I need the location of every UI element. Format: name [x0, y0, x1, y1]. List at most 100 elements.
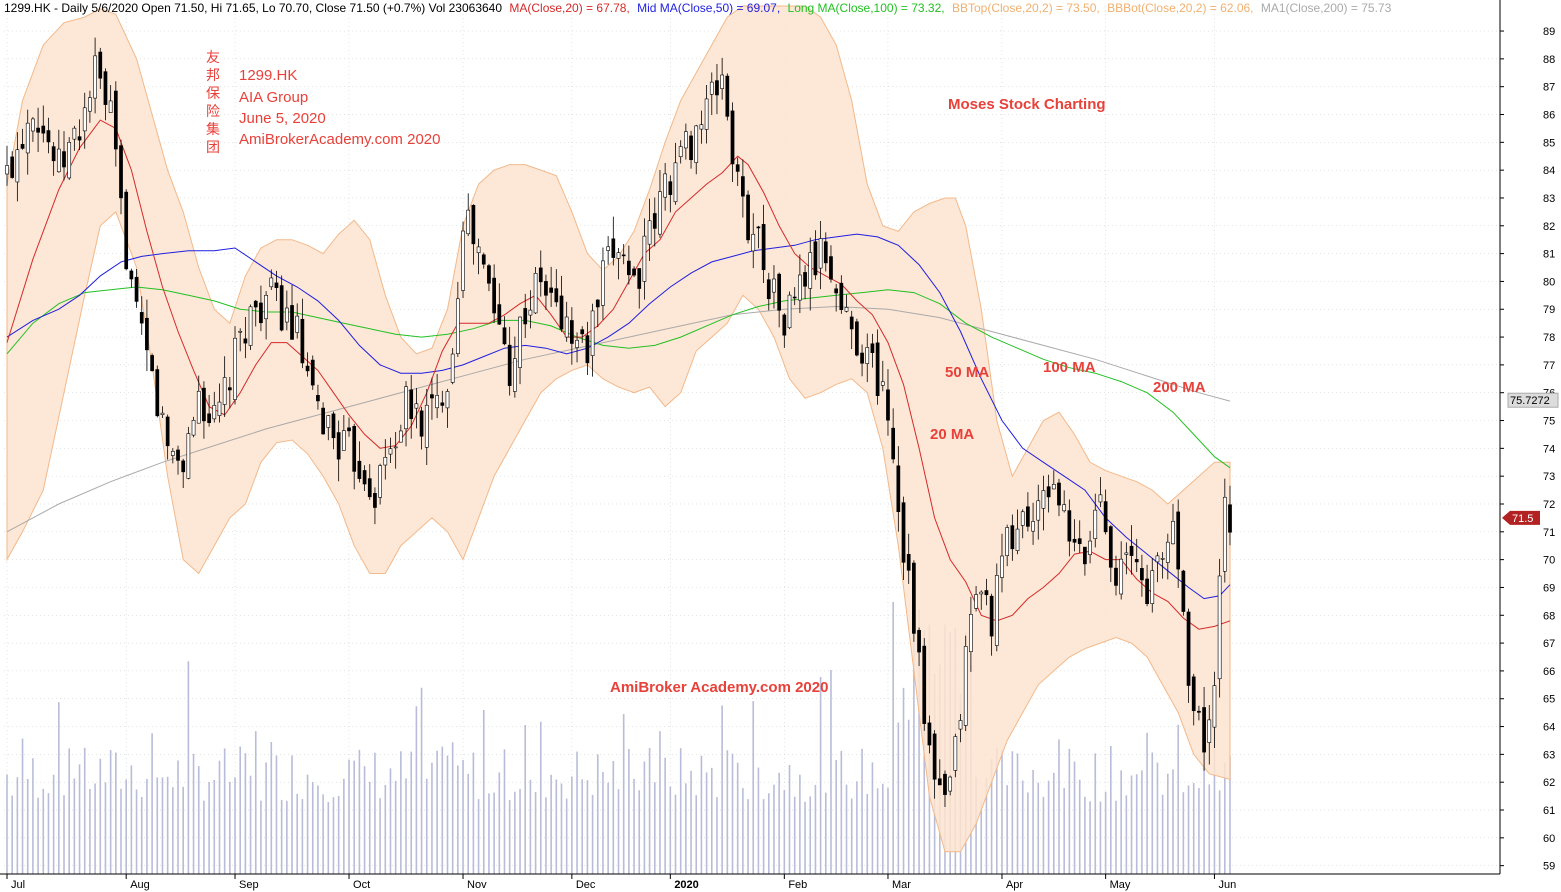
candle-body	[808, 252, 813, 289]
candle	[1057, 478, 1061, 517]
y-tick-label: 88	[1543, 54, 1555, 66]
candle-body	[82, 107, 87, 132]
candle	[409, 375, 414, 439]
candle-body	[103, 71, 108, 105]
candle-body	[725, 75, 730, 117]
candle-body	[1228, 504, 1232, 533]
candle	[284, 290, 289, 331]
candle-body	[880, 381, 885, 386]
y-tick-label: 65	[1543, 694, 1555, 706]
candle-body	[1145, 578, 1149, 605]
candle	[818, 220, 823, 290]
y-tick-label: 82	[1543, 221, 1555, 233]
candle	[709, 72, 714, 115]
candle	[974, 585, 978, 612]
ma50-label: 50 MA	[945, 364, 989, 381]
candle	[440, 390, 445, 413]
candle	[336, 420, 341, 482]
y-tick-label: 62	[1543, 777, 1555, 789]
candle	[969, 596, 973, 672]
candle	[766, 272, 771, 311]
moving-average-lines	[6, 119, 1231, 630]
candle-body	[538, 267, 543, 283]
candle-body	[305, 365, 310, 372]
candle	[684, 123, 688, 160]
candle-body	[284, 307, 289, 323]
candle	[150, 353, 154, 372]
candle-body	[943, 773, 947, 795]
candle	[62, 131, 66, 181]
candle-body	[316, 395, 320, 402]
candle-body	[1093, 509, 1098, 539]
candle-body	[134, 276, 139, 302]
candle	[1212, 671, 1217, 748]
candle-body	[238, 330, 243, 333]
candle	[642, 218, 647, 300]
candle-body	[274, 282, 279, 288]
candle	[487, 263, 491, 292]
candle-body	[1010, 525, 1015, 550]
candle	[1010, 514, 1015, 561]
candle-body	[362, 470, 367, 485]
candle	[1041, 475, 1046, 531]
candle	[238, 328, 243, 352]
candle	[383, 439, 388, 480]
candle	[398, 424, 403, 443]
candle-body	[331, 413, 336, 439]
y-tick-label: 64	[1543, 722, 1555, 734]
candle	[341, 415, 346, 451]
ma20-label: 20 MA	[930, 426, 974, 443]
candle-body	[1217, 575, 1222, 680]
candle	[1000, 533, 1004, 593]
candle	[139, 296, 144, 335]
candle-body	[186, 433, 191, 479]
candle	[1114, 555, 1118, 596]
candle	[274, 270, 279, 302]
candle	[1145, 564, 1149, 607]
candle	[1088, 530, 1092, 564]
candle-body	[1150, 570, 1155, 604]
chinese-char: 邦	[206, 68, 220, 84]
candle-body	[590, 310, 595, 356]
candle-body	[513, 358, 517, 392]
candle	[1191, 673, 1196, 726]
candle-body	[1140, 568, 1144, 581]
candle-body	[932, 733, 937, 780]
candle-body	[1020, 511, 1025, 526]
candle-body	[259, 302, 263, 324]
candle	[1108, 525, 1113, 583]
candle-body	[207, 413, 211, 423]
candle-body	[1129, 545, 1134, 556]
candle-body	[326, 415, 331, 428]
candle-body	[849, 316, 854, 330]
candle	[658, 169, 662, 238]
candle	[98, 47, 103, 89]
header-ma50: Mid MA(Close,50) = 69.07,	[637, 1, 780, 15]
candle-body	[430, 394, 434, 399]
candle	[295, 303, 300, 339]
candle	[82, 92, 87, 149]
candle-body	[829, 256, 833, 280]
candle	[56, 129, 61, 173]
candle	[264, 291, 268, 340]
candle-body	[502, 327, 507, 345]
candle-body	[751, 233, 756, 252]
candle	[880, 360, 885, 392]
candle-body	[549, 287, 553, 293]
candle	[590, 303, 595, 377]
candle	[860, 344, 864, 377]
candle	[461, 221, 465, 299]
candle-body	[119, 145, 123, 199]
candle-body	[798, 274, 802, 301]
candle-body	[855, 321, 859, 356]
candle-body	[969, 614, 973, 653]
candle	[196, 375, 201, 424]
y-tick-label: 79	[1543, 304, 1555, 316]
candle	[834, 283, 839, 312]
candle	[362, 465, 367, 491]
candle	[1160, 552, 1165, 579]
candle-body	[67, 141, 72, 179]
y-tick-label: 86	[1543, 110, 1555, 122]
candle	[1155, 552, 1160, 583]
header-ma200: MA1(Close,200) = 75.73	[1261, 1, 1392, 15]
